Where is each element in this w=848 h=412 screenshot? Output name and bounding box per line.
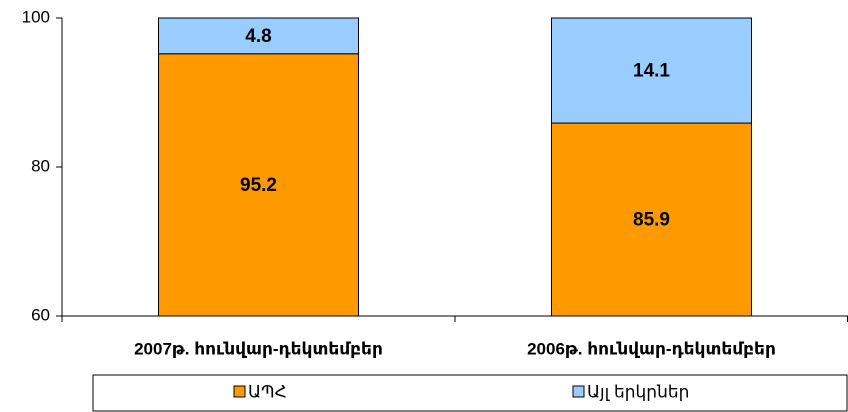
x-tick-label: 2006թ. հունվար-դեկտեմբեր [527,339,776,358]
legend-label: Այլ երկրներ [587,382,689,401]
value-label: 95.2 [240,175,277,196]
value-label: 14.1 [633,61,670,82]
bar-segment [551,17,752,124]
legend-box [92,374,848,412]
legend-swatch [233,385,246,398]
legend-label: ԱՊՀ [248,382,287,401]
y-tick-label: 60 [31,305,50,324]
value-label: 4.8 [245,26,271,47]
y-tick-label: 100 [22,7,50,26]
bar-segment [158,53,359,317]
value-label: 85.9 [633,210,670,231]
x-tick-label: 2007թ. հունվար-դեկտեմբեր [134,339,383,358]
legend-swatch [572,385,585,398]
bar-segment [551,122,752,317]
bar-segment [158,17,359,55]
y-tick-label: 80 [31,156,50,175]
